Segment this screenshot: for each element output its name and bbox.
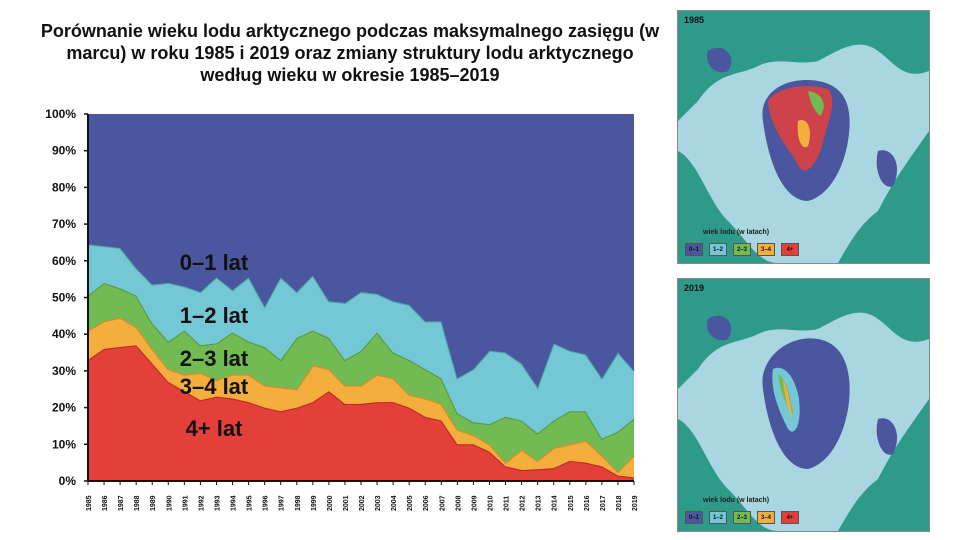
x-tick-label: 2009: [471, 495, 478, 511]
x-tick-label: 2002: [359, 495, 366, 511]
y-tick-label: 70%: [52, 217, 76, 231]
x-tick-label: 2010: [487, 495, 494, 511]
series-label: 4+ lat: [186, 416, 244, 441]
y-tick-label: 90%: [52, 144, 76, 158]
x-tick-label: 2006: [423, 495, 430, 511]
legend-swatch: 4+: [781, 511, 799, 524]
x-tick-label: 2015: [568, 495, 575, 511]
map-2019: 2019 wiek lodu (w latach) 0–1 1–2 2–3 3–…: [677, 278, 930, 532]
x-tick-label: 1988: [134, 495, 141, 511]
x-tick-label: 1994: [231, 495, 238, 511]
y-tick-label: 50%: [52, 291, 76, 305]
area-series-4: [88, 114, 634, 388]
series-label: 0–1 lat: [180, 250, 249, 275]
arctic-map-2019: [678, 279, 929, 531]
legend-swatch: 0–1: [685, 511, 703, 524]
legend-swatch: 4+: [781, 243, 799, 256]
legend-title: wiek lodu (w latach): [703, 229, 770, 236]
legend-swatch: 3–4: [757, 243, 775, 256]
stacked-area-chart: 0% 10% 20% 30% 40% 50% 60% 70% 80% 90% 100% 1985 198…: [45, 107, 639, 511]
area-series-2: [88, 282, 634, 472]
chart-title: Porównanie wieku lodu arktycznego podcza…: [40, 21, 660, 85]
map-year-label: 1985: [684, 15, 705, 25]
x-tick-label: 1993: [214, 495, 221, 511]
x-tick-label: 2014: [552, 495, 559, 511]
y-tick-label: 100%: [45, 107, 76, 121]
legend-swatch: 1–2: [709, 243, 727, 256]
x-tick-label: 2000: [327, 495, 334, 511]
x-tick-label: 2013: [536, 495, 543, 511]
series-label: 3–4 lat: [180, 374, 249, 399]
series-label: 1–2 lat: [180, 303, 249, 328]
x-tick-label: 2007: [439, 495, 446, 511]
y-tick-label: 30%: [52, 364, 76, 378]
x-tick-label: 1990: [166, 495, 173, 511]
y-tick-label: 20%: [52, 401, 76, 415]
x-tick-label: 2008: [455, 495, 462, 511]
y-tick-label: 40%: [52, 327, 76, 341]
x-tick-label: 2001: [343, 495, 350, 511]
legend-swatch: 0–1: [685, 243, 703, 256]
x-tick-label: 2016: [584, 495, 591, 511]
x-tick-label: 1998: [295, 495, 302, 511]
x-tick-label: 1997: [279, 495, 286, 511]
y-tick-label: 0%: [59, 474, 77, 488]
x-tick-label: 1995: [247, 495, 254, 511]
legend-swatch: 2–3: [733, 243, 751, 256]
x-tick-label: 1986: [102, 495, 109, 511]
x-tick-label: 1999: [311, 495, 318, 511]
x-tick-label: 2012: [520, 495, 527, 511]
x-tick-label: 2018: [616, 495, 623, 511]
y-tick-label: 80%: [52, 180, 76, 194]
x-tick-label: 2003: [375, 495, 382, 511]
x-tick-label: 1991: [182, 495, 189, 511]
x-tick-label: 2011: [504, 496, 511, 511]
x-tick-label: 1989: [150, 495, 157, 511]
x-tick-label: 1992: [198, 495, 205, 511]
area-series-0: [88, 345, 634, 481]
map-legend: 0–1 1–2 2–3 3–4 4+: [685, 243, 799, 256]
series-label: 2–3 lat: [180, 346, 249, 371]
map-year-label: 2019: [684, 283, 705, 293]
area-series-1: [88, 317, 634, 478]
x-tick-label: 2017: [600, 495, 607, 511]
x-tick-label: 1985: [86, 495, 93, 511]
y-tick-label: 10%: [52, 437, 76, 451]
legend-swatch: 3–4: [757, 511, 775, 524]
arctic-map-1985: [678, 11, 929, 263]
x-tick-label: 1987: [118, 495, 125, 511]
x-tick-label: 2019: [632, 495, 639, 511]
x-tick-label: 2004: [391, 495, 398, 511]
map-legend: 0–1 1–2 2–3 3–4 4+: [685, 511, 799, 524]
legend-swatch: 1–2: [709, 511, 727, 524]
x-tick-label: 2005: [407, 495, 414, 511]
legend-swatch: 2–3: [733, 511, 751, 524]
legend-title: wiek lodu (w latach): [703, 497, 770, 504]
map-1985: 1985 wiek lodu (w latach) 0–1 1–2 2–3 3–…: [677, 10, 930, 264]
x-tick-label: 1996: [263, 495, 270, 511]
area-series-3: [88, 244, 634, 439]
y-tick-label: 60%: [52, 254, 76, 268]
